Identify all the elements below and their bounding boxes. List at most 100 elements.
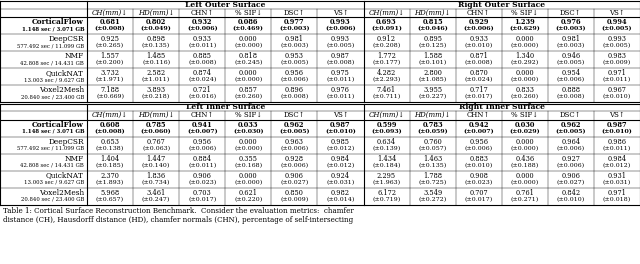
Text: HD(mm)↓: HD(mm)↓ <box>138 9 174 17</box>
Text: (±0.008): (±0.008) <box>95 129 125 134</box>
Text: 0.986: 0.986 <box>607 138 627 146</box>
Text: 0.621: 0.621 <box>239 188 258 197</box>
Text: (±0.007): (±0.007) <box>463 129 494 134</box>
Text: (±0.292): (±0.292) <box>511 60 539 65</box>
Text: 0.963: 0.963 <box>285 138 304 146</box>
Text: (±0.000): (±0.000) <box>511 180 539 185</box>
Text: 0.000: 0.000 <box>239 35 258 43</box>
Text: CorticalFlow: CorticalFlow <box>32 18 84 26</box>
Text: (±0.719): (±0.719) <box>372 196 401 202</box>
Text: (±0.260): (±0.260) <box>511 94 539 99</box>
Text: 1.148 sec / 3.071 GB: 1.148 sec / 3.071 GB <box>22 129 84 134</box>
Text: 0.783: 0.783 <box>422 121 443 129</box>
Text: 2.582: 2.582 <box>147 69 166 77</box>
Text: 0.760: 0.760 <box>423 138 442 146</box>
Text: (±0.009): (±0.009) <box>603 60 631 65</box>
Text: 0.954: 0.954 <box>561 69 580 77</box>
Text: (±0.011): (±0.011) <box>188 162 216 168</box>
Text: (±0.711): (±0.711) <box>372 94 401 99</box>
Text: (±0.005): (±0.005) <box>556 129 586 134</box>
Text: 3.461: 3.461 <box>147 188 166 197</box>
Text: 0.929: 0.929 <box>468 18 489 26</box>
Text: (±0.011): (±0.011) <box>188 43 216 48</box>
Text: 1.588: 1.588 <box>423 52 442 60</box>
Text: 0.874: 0.874 <box>193 69 212 77</box>
Text: 0.888: 0.888 <box>561 86 580 94</box>
Text: 0.850: 0.850 <box>285 188 304 197</box>
FancyBboxPatch shape <box>87 103 364 111</box>
Text: (±0.027): (±0.027) <box>557 180 585 185</box>
Text: 0.932: 0.932 <box>192 18 212 26</box>
Text: 0.707: 0.707 <box>469 188 488 197</box>
Text: (±0.006): (±0.006) <box>465 145 493 151</box>
Text: (±0.008): (±0.008) <box>280 94 308 99</box>
Text: (±0.010): (±0.010) <box>325 129 356 134</box>
Text: (±0.000): (±0.000) <box>234 145 262 151</box>
Text: % SIF↓: % SIF↓ <box>235 9 262 17</box>
Text: NMF: NMF <box>65 52 84 60</box>
Text: 42.808 sec / 14.431 GB: 42.808 sec / 14.431 GB <box>20 163 84 168</box>
Text: 0.941: 0.941 <box>192 121 212 129</box>
Text: (±0.012): (±0.012) <box>326 162 355 168</box>
Text: 0.653: 0.653 <box>100 138 120 146</box>
Text: CHN↑: CHN↑ <box>191 111 214 119</box>
Text: (±0.031): (±0.031) <box>326 180 355 185</box>
Text: 0.000: 0.000 <box>515 35 534 43</box>
Text: 1.463: 1.463 <box>423 155 442 163</box>
Text: CH(mm)↓: CH(mm)↓ <box>92 111 128 119</box>
Text: 0.908: 0.908 <box>469 172 488 180</box>
Text: Right Inner Surface: Right Inner Surface <box>459 103 545 111</box>
Text: (±0.023): (±0.023) <box>465 180 493 185</box>
Text: (±0.200): (±0.200) <box>96 60 124 65</box>
Text: DSC↑: DSC↑ <box>560 111 582 119</box>
Text: (±0.063): (±0.063) <box>142 145 170 151</box>
Text: 3.732: 3.732 <box>100 69 120 77</box>
Text: 0.985: 0.985 <box>331 138 350 146</box>
Text: 1.239: 1.239 <box>515 18 535 26</box>
Text: 0.599: 0.599 <box>376 121 397 129</box>
Text: 0.883: 0.883 <box>469 155 488 163</box>
Text: 0.802: 0.802 <box>146 18 166 26</box>
Text: (±0.011): (±0.011) <box>326 77 355 82</box>
Text: (±0.005): (±0.005) <box>326 43 355 48</box>
Text: 0.964: 0.964 <box>561 138 580 146</box>
Text: VS↑: VS↑ <box>333 111 348 119</box>
Text: (±0.000): (±0.000) <box>511 43 539 48</box>
Text: 3.955: 3.955 <box>423 86 442 94</box>
Text: 577.492 sec / 11.099 GB: 577.492 sec / 11.099 GB <box>17 43 84 48</box>
Text: 0.942: 0.942 <box>468 121 489 129</box>
Text: (±0.005): (±0.005) <box>603 43 631 48</box>
Text: (±0.139): (±0.139) <box>372 145 401 151</box>
Text: (±0.208): (±0.208) <box>372 43 401 48</box>
Text: 0.000: 0.000 <box>515 69 534 77</box>
Text: CHN↑: CHN↑ <box>467 111 490 119</box>
Text: 0.994: 0.994 <box>607 18 627 26</box>
Text: 0.681: 0.681 <box>100 18 120 26</box>
Text: % SIF↓: % SIF↓ <box>235 111 262 119</box>
Text: (±0.138): (±0.138) <box>96 145 124 151</box>
Text: 0.355: 0.355 <box>239 155 258 163</box>
Text: (±0.006): (±0.006) <box>325 26 356 31</box>
Text: 0.924: 0.924 <box>331 172 350 180</box>
Text: 0.993: 0.993 <box>330 18 351 26</box>
Text: 0.933: 0.933 <box>193 35 212 43</box>
Text: (±0.135): (±0.135) <box>419 162 447 168</box>
Text: 0.870: 0.870 <box>469 69 488 77</box>
Text: 0.993: 0.993 <box>607 35 627 43</box>
Text: 3.549: 3.549 <box>423 188 442 197</box>
Text: (±0.006): (±0.006) <box>280 145 308 151</box>
Text: (±0.101): (±0.101) <box>419 60 447 65</box>
Text: 0.984: 0.984 <box>331 155 350 163</box>
Text: 0.971: 0.971 <box>607 69 627 77</box>
Text: 0.785: 0.785 <box>146 121 166 129</box>
Text: Right Outer Surface: Right Outer Surface <box>458 1 545 9</box>
Text: QuickNAT: QuickNAT <box>46 172 84 180</box>
Text: 0.953: 0.953 <box>285 52 304 60</box>
Text: (±0.018): (±0.018) <box>603 196 631 202</box>
Text: 7.461: 7.461 <box>377 86 396 94</box>
Text: % SIF↓: % SIF↓ <box>511 9 538 17</box>
Text: Voxel2Mesh: Voxel2Mesh <box>39 188 84 197</box>
Text: 0.983: 0.983 <box>607 52 627 60</box>
Text: 0.956: 0.956 <box>193 138 212 146</box>
Text: (±0.017): (±0.017) <box>465 196 493 202</box>
